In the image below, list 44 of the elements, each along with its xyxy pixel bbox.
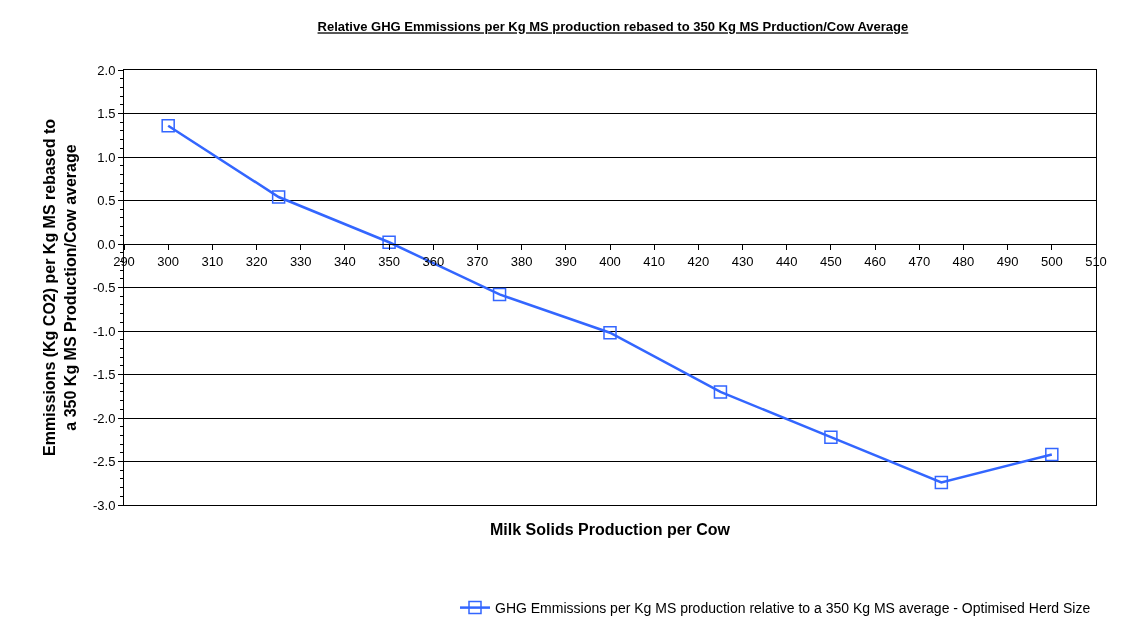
- x-tick-label: 500: [1040, 253, 1063, 269]
- point: [161, 118, 175, 133]
- x-tick-label: 400: [599, 253, 621, 269]
- y-tick-label: 2.0: [97, 62, 116, 78]
- x-tick-label: 430: [731, 253, 754, 269]
- y-axis-title: Emmissions (Kg CO2) per Kg MS rebased to a 350 Kg MS Production/Cow average: [41, 118, 79, 456]
- x-tick-label: 460: [864, 253, 886, 269]
- point: [934, 475, 949, 490]
- point: [713, 385, 728, 399]
- chart-title: Relative GHG Emmissions per Kg MS production rebased to 350 Kg MS Prduction/Cow Average: [317, 19, 909, 35]
- x-tick-label: 440: [775, 253, 798, 269]
- x-tick-label: 330: [289, 253, 312, 269]
- x-tick-label: 420: [687, 253, 710, 269]
- y-tick-label: 1.5: [97, 106, 116, 122]
- x-axis-title: Milk Solids Production per Cow: [489, 520, 731, 538]
- y-tick-label: 0.5: [97, 193, 116, 209]
- x-tick-label: 480: [952, 253, 975, 269]
- point: [1045, 447, 1059, 462]
- point: [382, 235, 396, 250]
- point: [492, 287, 507, 302]
- point: [603, 325, 617, 340]
- x-tick-label: 490: [996, 253, 1019, 269]
- y-tick-label: -1.0: [92, 323, 116, 339]
- x-tick-label: 350: [378, 253, 400, 269]
- legend-label: GHG Emmissions per Kg MS production relative to a 350 Kg MS average - Optimised Herd Size: [495, 600, 1091, 617]
- y-tick-label: -2.5: [92, 454, 116, 470]
- x-tick-label: 380: [510, 253, 533, 269]
- point: [824, 430, 838, 444]
- x-tick-label: 390: [554, 253, 577, 269]
- y-tick-label: -2.0: [92, 410, 116, 426]
- y-tick-label: -0.5: [92, 280, 116, 296]
- x-tick-label: 450: [820, 253, 842, 269]
- x-tick-label: 470: [908, 253, 931, 269]
- x-tick-label: 320: [245, 253, 268, 269]
- point: [271, 190, 286, 204]
- y-tick-label: -1.5: [92, 367, 116, 383]
- y-tick-label: -3.0: [92, 497, 116, 513]
- x-tick-label: 340: [334, 253, 356, 269]
- x-tick-label: 300: [157, 253, 180, 269]
- x-tick-label: 410: [643, 253, 666, 269]
- x-tick-label: 370: [466, 253, 489, 269]
- x-tick-label: 310: [201, 253, 224, 269]
- y-tick-label: 0.0: [97, 236, 116, 252]
- y-tick-label: 1.0: [97, 149, 116, 165]
